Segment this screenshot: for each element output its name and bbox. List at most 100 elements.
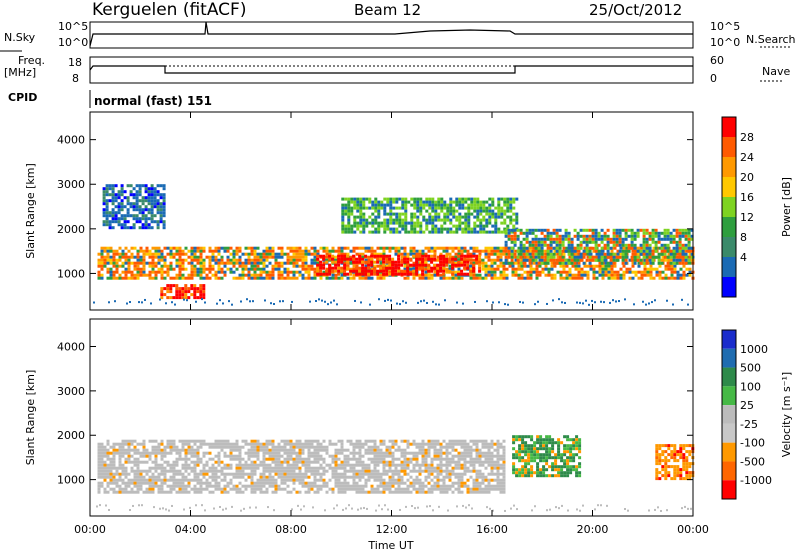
cell <box>341 218 345 222</box>
cell <box>398 218 402 222</box>
cell <box>151 267 155 271</box>
cell <box>331 249 335 253</box>
cell <box>606 249 610 253</box>
cell <box>412 454 416 458</box>
cell <box>214 460 218 464</box>
cell <box>488 212 492 216</box>
cell <box>217 249 221 253</box>
cell <box>391 266 395 270</box>
cell <box>321 299 323 302</box>
cell <box>687 231 691 235</box>
cell <box>247 270 251 274</box>
cell <box>485 209 489 213</box>
cell <box>247 252 251 256</box>
cell <box>380 206 384 210</box>
cell <box>400 466 404 470</box>
cell <box>129 190 133 194</box>
cell <box>111 217 115 221</box>
cell <box>457 267 461 271</box>
cell <box>145 252 149 256</box>
cell <box>126 302 128 305</box>
cell <box>193 267 197 271</box>
cell <box>160 487 164 491</box>
cell <box>418 445 422 449</box>
cell <box>166 284 170 288</box>
cell <box>352 448 356 452</box>
cell <box>280 478 284 482</box>
cell <box>388 454 392 458</box>
cell <box>651 228 655 232</box>
cell <box>579 240 583 244</box>
cell <box>196 270 200 274</box>
cell <box>537 261 541 265</box>
cell <box>582 302 584 305</box>
cell <box>672 255 676 259</box>
cell <box>226 439 230 443</box>
cell <box>193 255 197 259</box>
cell <box>361 445 365 449</box>
cell <box>430 273 434 277</box>
cell <box>457 457 461 461</box>
cell <box>510 249 514 253</box>
cell <box>482 230 486 234</box>
cell <box>410 197 414 201</box>
cell <box>347 206 351 210</box>
cell <box>525 231 529 235</box>
cell <box>280 249 284 253</box>
cell <box>141 226 145 230</box>
cell <box>669 249 673 253</box>
cell <box>187 276 191 280</box>
cell <box>400 260 404 264</box>
cell <box>657 252 661 256</box>
cell <box>439 457 443 461</box>
cell <box>283 252 287 256</box>
cell <box>356 206 360 210</box>
cell <box>412 272 416 276</box>
cell <box>371 200 375 204</box>
cell <box>478 260 482 264</box>
cell <box>334 269 338 273</box>
cell <box>511 264 515 268</box>
cell <box>325 246 329 250</box>
cell <box>127 442 131 446</box>
cell <box>424 448 428 452</box>
cell <box>163 270 167 274</box>
cell <box>313 460 317 464</box>
cell <box>627 234 631 238</box>
cell <box>252 300 254 303</box>
cell <box>591 228 595 232</box>
cell <box>334 266 338 270</box>
cell <box>582 261 586 265</box>
cell <box>482 200 486 204</box>
cell <box>493 252 497 256</box>
cell <box>454 463 458 467</box>
cell <box>502 246 506 250</box>
cell <box>301 273 305 277</box>
cell <box>452 206 456 210</box>
cell <box>132 217 136 221</box>
cell <box>223 439 227 443</box>
cell <box>443 221 447 225</box>
cell <box>526 264 530 268</box>
cell <box>412 254 416 258</box>
cell <box>418 469 422 473</box>
cell <box>385 481 389 485</box>
cell <box>130 276 134 280</box>
cell <box>160 296 164 300</box>
cell <box>463 266 467 270</box>
cell <box>117 190 121 194</box>
cell <box>446 230 450 234</box>
cell <box>172 469 176 473</box>
cell <box>117 217 121 221</box>
cell <box>356 224 360 228</box>
colorbar-segment <box>722 217 736 237</box>
cell <box>397 478 401 482</box>
cell <box>193 252 197 256</box>
cell <box>112 273 116 277</box>
cell <box>283 466 287 470</box>
cell <box>111 211 115 215</box>
cell <box>688 267 692 271</box>
cell <box>154 469 158 473</box>
cell <box>594 237 598 241</box>
cell <box>181 487 185 491</box>
